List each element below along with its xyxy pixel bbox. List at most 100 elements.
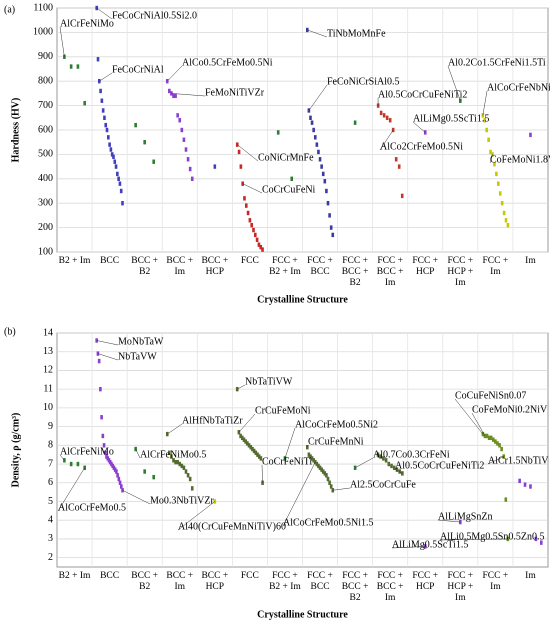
annotation: AlCrFeNiMo	[60, 446, 114, 457]
annotation-leader	[96, 7, 113, 20]
data-point	[76, 461, 80, 467]
x-tick-label: BCC + Im	[166, 571, 194, 592]
data-point	[117, 476, 121, 482]
data-point	[391, 127, 395, 133]
data-point	[213, 164, 217, 169]
data-point	[251, 446, 254, 452]
data-point	[529, 484, 532, 489]
data-point	[110, 152, 114, 157]
data-point	[387, 461, 391, 467]
annotation-leader	[391, 546, 426, 549]
data-point	[318, 157, 322, 162]
annotation-leader	[59, 26, 65, 57]
data-point	[143, 469, 146, 474]
data-point	[494, 439, 497, 444]
data-point	[172, 93, 175, 99]
annotation: NbTaTiVW	[245, 376, 293, 387]
data-point	[489, 149, 492, 155]
data-point	[325, 188, 328, 194]
data-point	[504, 497, 508, 502]
data-point	[518, 478, 521, 484]
data-point	[323, 179, 327, 184]
data-point	[118, 181, 122, 186]
x-tick-label: FCC + B2 + Im	[269, 571, 301, 592]
data-point	[481, 431, 485, 437]
annotation-leader	[171, 93, 206, 97]
annotation-leader	[489, 154, 493, 164]
y-tick-label: 500	[38, 149, 53, 160]
data-point	[250, 222, 253, 228]
annotation: AlCoCrFeMo0.5Ni1.5	[283, 517, 374, 528]
data-point	[529, 132, 532, 138]
annotation: CoCuFeNiSn0.07	[455, 390, 526, 401]
data-point	[310, 456, 314, 461]
x-axis-title: Crystalline Structure	[257, 609, 348, 620]
annotation-leader	[167, 423, 183, 435]
data-point	[379, 110, 383, 116]
annotation: NbTaVW	[118, 351, 157, 362]
data-point	[320, 467, 323, 472]
data-point	[353, 120, 357, 125]
data-point	[246, 210, 250, 216]
data-point	[506, 536, 510, 542]
x-tick-label: FCC + BCC	[307, 571, 333, 592]
annotation-leader	[238, 413, 256, 433]
data-point	[115, 469, 118, 474]
annotation-leader	[454, 398, 484, 435]
data-point	[117, 176, 120, 181]
annotation-leader	[261, 464, 263, 483]
x-tick-label: FCC + HCP + Im	[447, 571, 474, 603]
data-point	[240, 435, 244, 441]
annotation: CrCuFeMnNi	[308, 436, 364, 447]
data-point	[305, 444, 309, 450]
data-point	[96, 57, 100, 62]
data-point	[190, 176, 194, 181]
data-point	[257, 242, 261, 247]
data-point	[539, 540, 543, 545]
annotation-leader	[177, 501, 215, 531]
y-tick-label: 9	[48, 421, 53, 432]
data-point	[328, 213, 331, 218]
data-point	[310, 120, 314, 125]
data-point	[108, 142, 111, 147]
annotation-leader	[242, 183, 263, 194]
annotation: AlLiMgSnZn	[438, 511, 492, 522]
data-point	[382, 113, 386, 118]
x-axis-title: Crystalline Structure	[257, 294, 348, 305]
annotation: Mo0.3NbTiVZr	[150, 495, 214, 506]
data-point	[76, 64, 80, 69]
data-point	[101, 108, 105, 113]
data-point	[498, 191, 502, 196]
annotation: AlCr1.5NbTiV	[488, 455, 549, 466]
data-point	[63, 458, 66, 463]
data-point	[168, 450, 171, 456]
data-point	[498, 443, 501, 448]
data-point	[172, 458, 175, 463]
annotation: CoNiCrMnFe	[258, 152, 314, 163]
annotation: AlLiMg0.5ScTi1.5	[392, 539, 468, 550]
data-point	[500, 201, 504, 206]
annotation: FeMoNiTiVZr	[205, 87, 265, 98]
data-point	[487, 137, 490, 142]
data-point	[188, 476, 192, 482]
data-point	[506, 222, 510, 228]
data-point	[244, 439, 247, 444]
data-point	[390, 463, 393, 469]
x-tick-label: FCC + BCC + B2	[341, 571, 369, 603]
x-tick-label: BCC + B2	[131, 571, 159, 592]
data-point	[152, 474, 156, 480]
data-point	[182, 137, 186, 142]
data-point	[504, 218, 508, 223]
data-point	[254, 450, 258, 456]
data-point	[312, 127, 315, 133]
panel-label: (b)	[4, 326, 16, 337]
data-point	[317, 149, 320, 155]
x-tick-label: FCC + Im	[482, 256, 509, 277]
annotation: AlCo0.5CrFeMo0.5Ni	[182, 57, 273, 68]
data-point	[178, 118, 182, 123]
data-point	[119, 188, 123, 194]
annotation-leader	[307, 29, 328, 38]
data-point	[174, 93, 177, 99]
annotation: MoNbTaW	[118, 336, 164, 347]
